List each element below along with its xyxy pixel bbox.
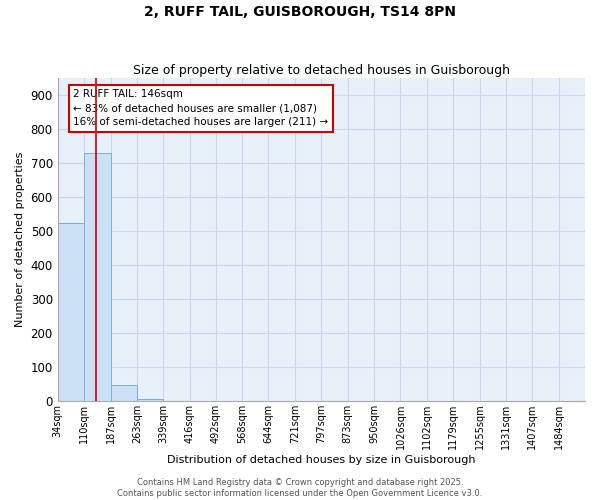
Title: Size of property relative to detached houses in Guisborough: Size of property relative to detached ho… <box>133 64 510 77</box>
Bar <box>58 222 84 401</box>
Y-axis label: Number of detached properties: Number of detached properties <box>15 152 25 328</box>
Bar <box>137 400 163 401</box>
Bar <box>110 384 137 401</box>
Text: 2, RUFF TAIL, GUISBOROUGH, TS14 8PN: 2, RUFF TAIL, GUISBOROUGH, TS14 8PN <box>144 5 456 19</box>
Bar <box>84 153 110 401</box>
X-axis label: Distribution of detached houses by size in Guisborough: Distribution of detached houses by size … <box>167 455 476 465</box>
Text: Contains HM Land Registry data © Crown copyright and database right 2025.
Contai: Contains HM Land Registry data © Crown c… <box>118 478 482 498</box>
Text: 2 RUFF TAIL: 146sqm
← 83% of detached houses are smaller (1,087)
16% of semi-det: 2 RUFF TAIL: 146sqm ← 83% of detached ho… <box>73 90 329 128</box>
